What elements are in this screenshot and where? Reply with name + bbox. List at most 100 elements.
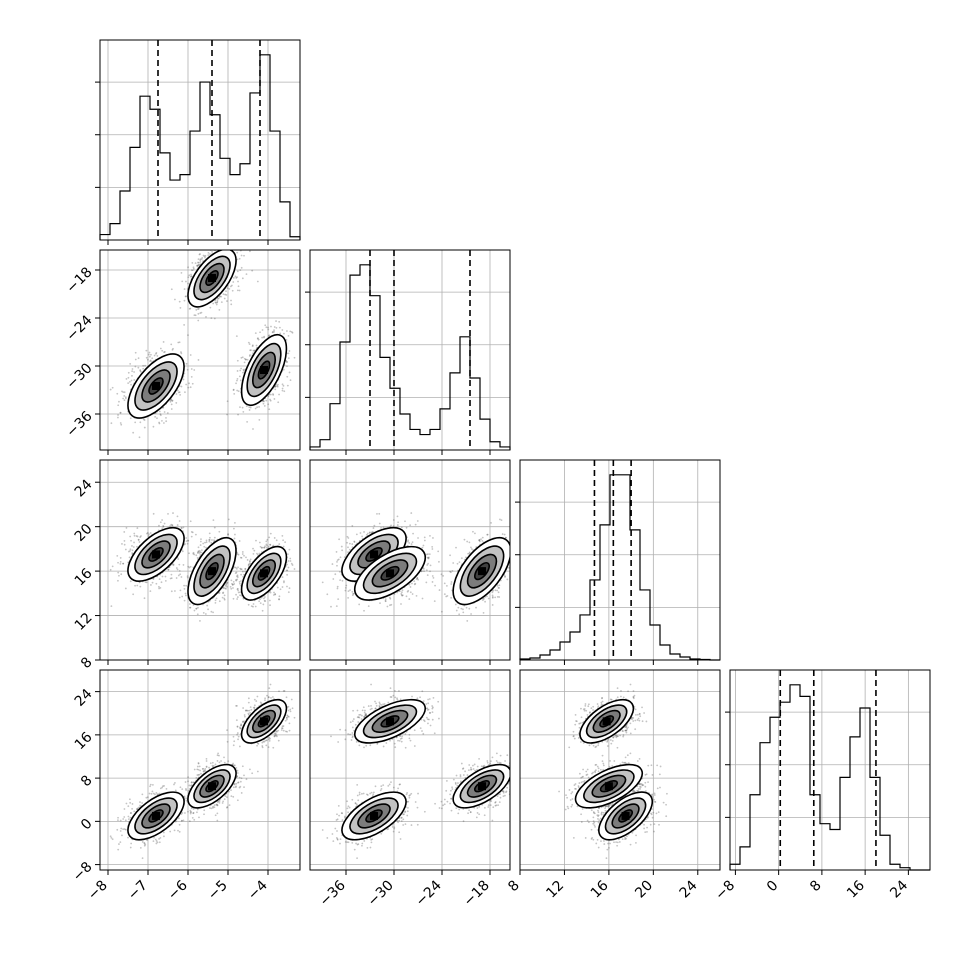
scatter-point — [284, 541, 287, 544]
scatter-point — [245, 556, 247, 559]
scatter-point — [177, 341, 180, 344]
scatter-point — [225, 583, 227, 585]
scatter-point — [152, 425, 155, 428]
scatter-point — [283, 332, 285, 335]
scatter-point — [182, 564, 185, 566]
scatter-point — [240, 573, 243, 576]
scatter-point — [265, 546, 268, 549]
scatter-point — [248, 355, 251, 357]
scatter-point — [245, 358, 247, 361]
scatter-point — [236, 587, 239, 590]
scatter-point — [231, 582, 233, 585]
scatter-point — [131, 549, 134, 552]
scatter-point — [281, 329, 284, 331]
scatter-points-2-1 — [321, 512, 510, 622]
scatter-point — [149, 359, 152, 362]
scatter-point — [111, 565, 114, 568]
scatter-point — [200, 311, 203, 314]
scatter-point — [212, 302, 215, 305]
scatter-point — [163, 522, 166, 525]
scatter-point — [166, 412, 169, 414]
scatter-points-1-0 — [109, 242, 300, 439]
scatter-point — [226, 585, 228, 588]
scatter-point — [351, 525, 354, 527]
scatter-point — [271, 331, 274, 334]
scatter-point — [252, 547, 254, 550]
scatter-point — [127, 376, 130, 379]
scatter-point — [267, 395, 270, 398]
scatter-point — [262, 603, 265, 606]
scatter-point — [143, 597, 146, 600]
scatter-point — [189, 606, 191, 609]
scatter-point — [213, 539, 215, 542]
scatter-point — [282, 368, 285, 371]
scatter-point — [286, 585, 288, 588]
scatter-point — [150, 584, 152, 586]
scatter-point — [133, 379, 136, 381]
scatter-point — [209, 306, 212, 309]
ytick-label-1-1: −30 — [63, 360, 95, 392]
scatter-point — [185, 540, 188, 543]
scatter-point — [132, 546, 135, 548]
scatter-point — [150, 353, 152, 356]
scatter-point — [262, 399, 265, 402]
scatter-point — [236, 359, 239, 362]
scatter-point — [193, 369, 196, 371]
scatter-point — [249, 560, 251, 563]
scatter-point — [263, 336, 265, 339]
scatter-point — [194, 314, 197, 317]
scatter-point — [156, 355, 159, 357]
scatter-point — [259, 602, 262, 605]
scatter-point — [249, 250, 251, 253]
scatter-point — [180, 526, 183, 529]
scatter-point — [208, 538, 211, 541]
scatter-point — [129, 548, 132, 551]
scatter-point — [142, 367, 145, 370]
scatter-point — [233, 242, 235, 244]
scatter-point — [158, 421, 160, 424]
scatter-point — [167, 568, 170, 571]
scatter-point — [132, 431, 135, 434]
scatter-point — [239, 591, 242, 594]
scatter-point — [226, 400, 229, 403]
scatter-point — [249, 354, 251, 356]
scatter-point — [258, 600, 261, 603]
scatter-point — [195, 607, 198, 610]
scatter-point — [175, 577, 178, 579]
scatter-point — [116, 554, 119, 557]
scatter-point — [222, 587, 225, 589]
scatter-point — [161, 519, 163, 521]
scatter-point — [272, 394, 275, 396]
scatter-point — [200, 258, 203, 261]
scatter-point — [281, 387, 284, 390]
scatter-point — [227, 533, 229, 535]
scatter-point — [129, 362, 132, 365]
scatter-point — [268, 334, 271, 337]
hist-step-1 — [309, 264, 511, 450]
scatter-point — [164, 350, 166, 353]
scatter-point — [265, 399, 268, 402]
scatter-point — [236, 289, 239, 292]
scatter-point — [127, 382, 130, 384]
scatter-point — [288, 371, 291, 374]
scatter-point — [275, 320, 277, 322]
scatter-point — [192, 266, 195, 269]
scatter-point — [250, 349, 252, 351]
scatter-point — [183, 599, 186, 602]
scatter-point — [131, 370, 134, 373]
scatter-point — [139, 585, 142, 588]
scatter-point — [140, 370, 142, 373]
scatter-point — [275, 539, 278, 542]
scatter-point — [149, 360, 151, 363]
scatter-point — [253, 549, 256, 552]
scatter-point — [213, 526, 216, 529]
scatter-point — [274, 388, 277, 391]
scatter-point — [209, 253, 211, 255]
scatter-point — [172, 564, 175, 567]
scatter-point — [185, 280, 187, 283]
scatter-point — [197, 546, 200, 549]
scatter-point — [193, 553, 196, 556]
scatter-point — [128, 380, 131, 383]
scatter-point — [208, 539, 211, 541]
scatter-point — [136, 584, 139, 587]
